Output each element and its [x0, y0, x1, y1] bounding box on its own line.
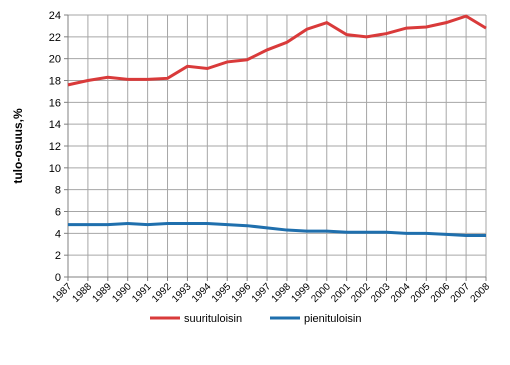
- x-tick-label: 1990: [110, 281, 134, 305]
- legend-label: pienituloisin: [304, 313, 361, 325]
- y-axis-label: tulo-osuus,%: [11, 108, 25, 184]
- x-tick-label: 1989: [90, 281, 114, 305]
- x-tick-label: 2000: [309, 281, 333, 305]
- x-tick-label: 1994: [190, 281, 214, 305]
- x-tick-label: 2001: [329, 281, 353, 305]
- x-tick-label: 1988: [71, 281, 95, 305]
- series-line: [67, 14, 487, 87]
- y-tick-label: 22: [49, 32, 61, 44]
- x-tick-label: 1992: [150, 281, 174, 305]
- x-tick-label: 1998: [270, 281, 294, 305]
- series-line: [68, 222, 486, 238]
- x-tick-label: 1987: [51, 281, 75, 305]
- x-tick-label: 2007: [449, 281, 473, 305]
- x-tick-label: 2002: [349, 281, 373, 305]
- y-tick-label: 4: [55, 228, 61, 240]
- x-tick-label: 1999: [289, 281, 313, 305]
- y-tick-label: 10: [49, 163, 61, 175]
- y-tick-label: 2: [55, 250, 61, 262]
- x-tick-label: 1997: [250, 281, 274, 305]
- x-tick-label: 2008: [469, 281, 493, 305]
- y-tick-label: 18: [49, 76, 61, 88]
- x-tick-label: 2004: [389, 281, 413, 305]
- x-tick-label: 2006: [429, 281, 453, 305]
- y-tick-label: 24: [49, 10, 61, 22]
- y-tick-label: 12: [49, 141, 61, 153]
- x-tick-label: 2005: [409, 281, 433, 305]
- x-tick-label: 1991: [130, 281, 154, 305]
- x-tick-label: 1993: [170, 281, 194, 305]
- y-tick-label: 8: [55, 185, 61, 197]
- legend-label: suurituloisin: [184, 313, 242, 325]
- y-tick-label: 6: [55, 207, 61, 219]
- y-tick-label: 0: [55, 272, 61, 284]
- y-tick-label: 14: [49, 119, 61, 131]
- x-tick-label: 1995: [210, 281, 234, 305]
- x-tick-label: 2003: [369, 281, 393, 305]
- y-tick-label: 16: [49, 97, 61, 109]
- x-tick-label: 1996: [230, 281, 254, 305]
- y-tick-label: 20: [49, 54, 61, 66]
